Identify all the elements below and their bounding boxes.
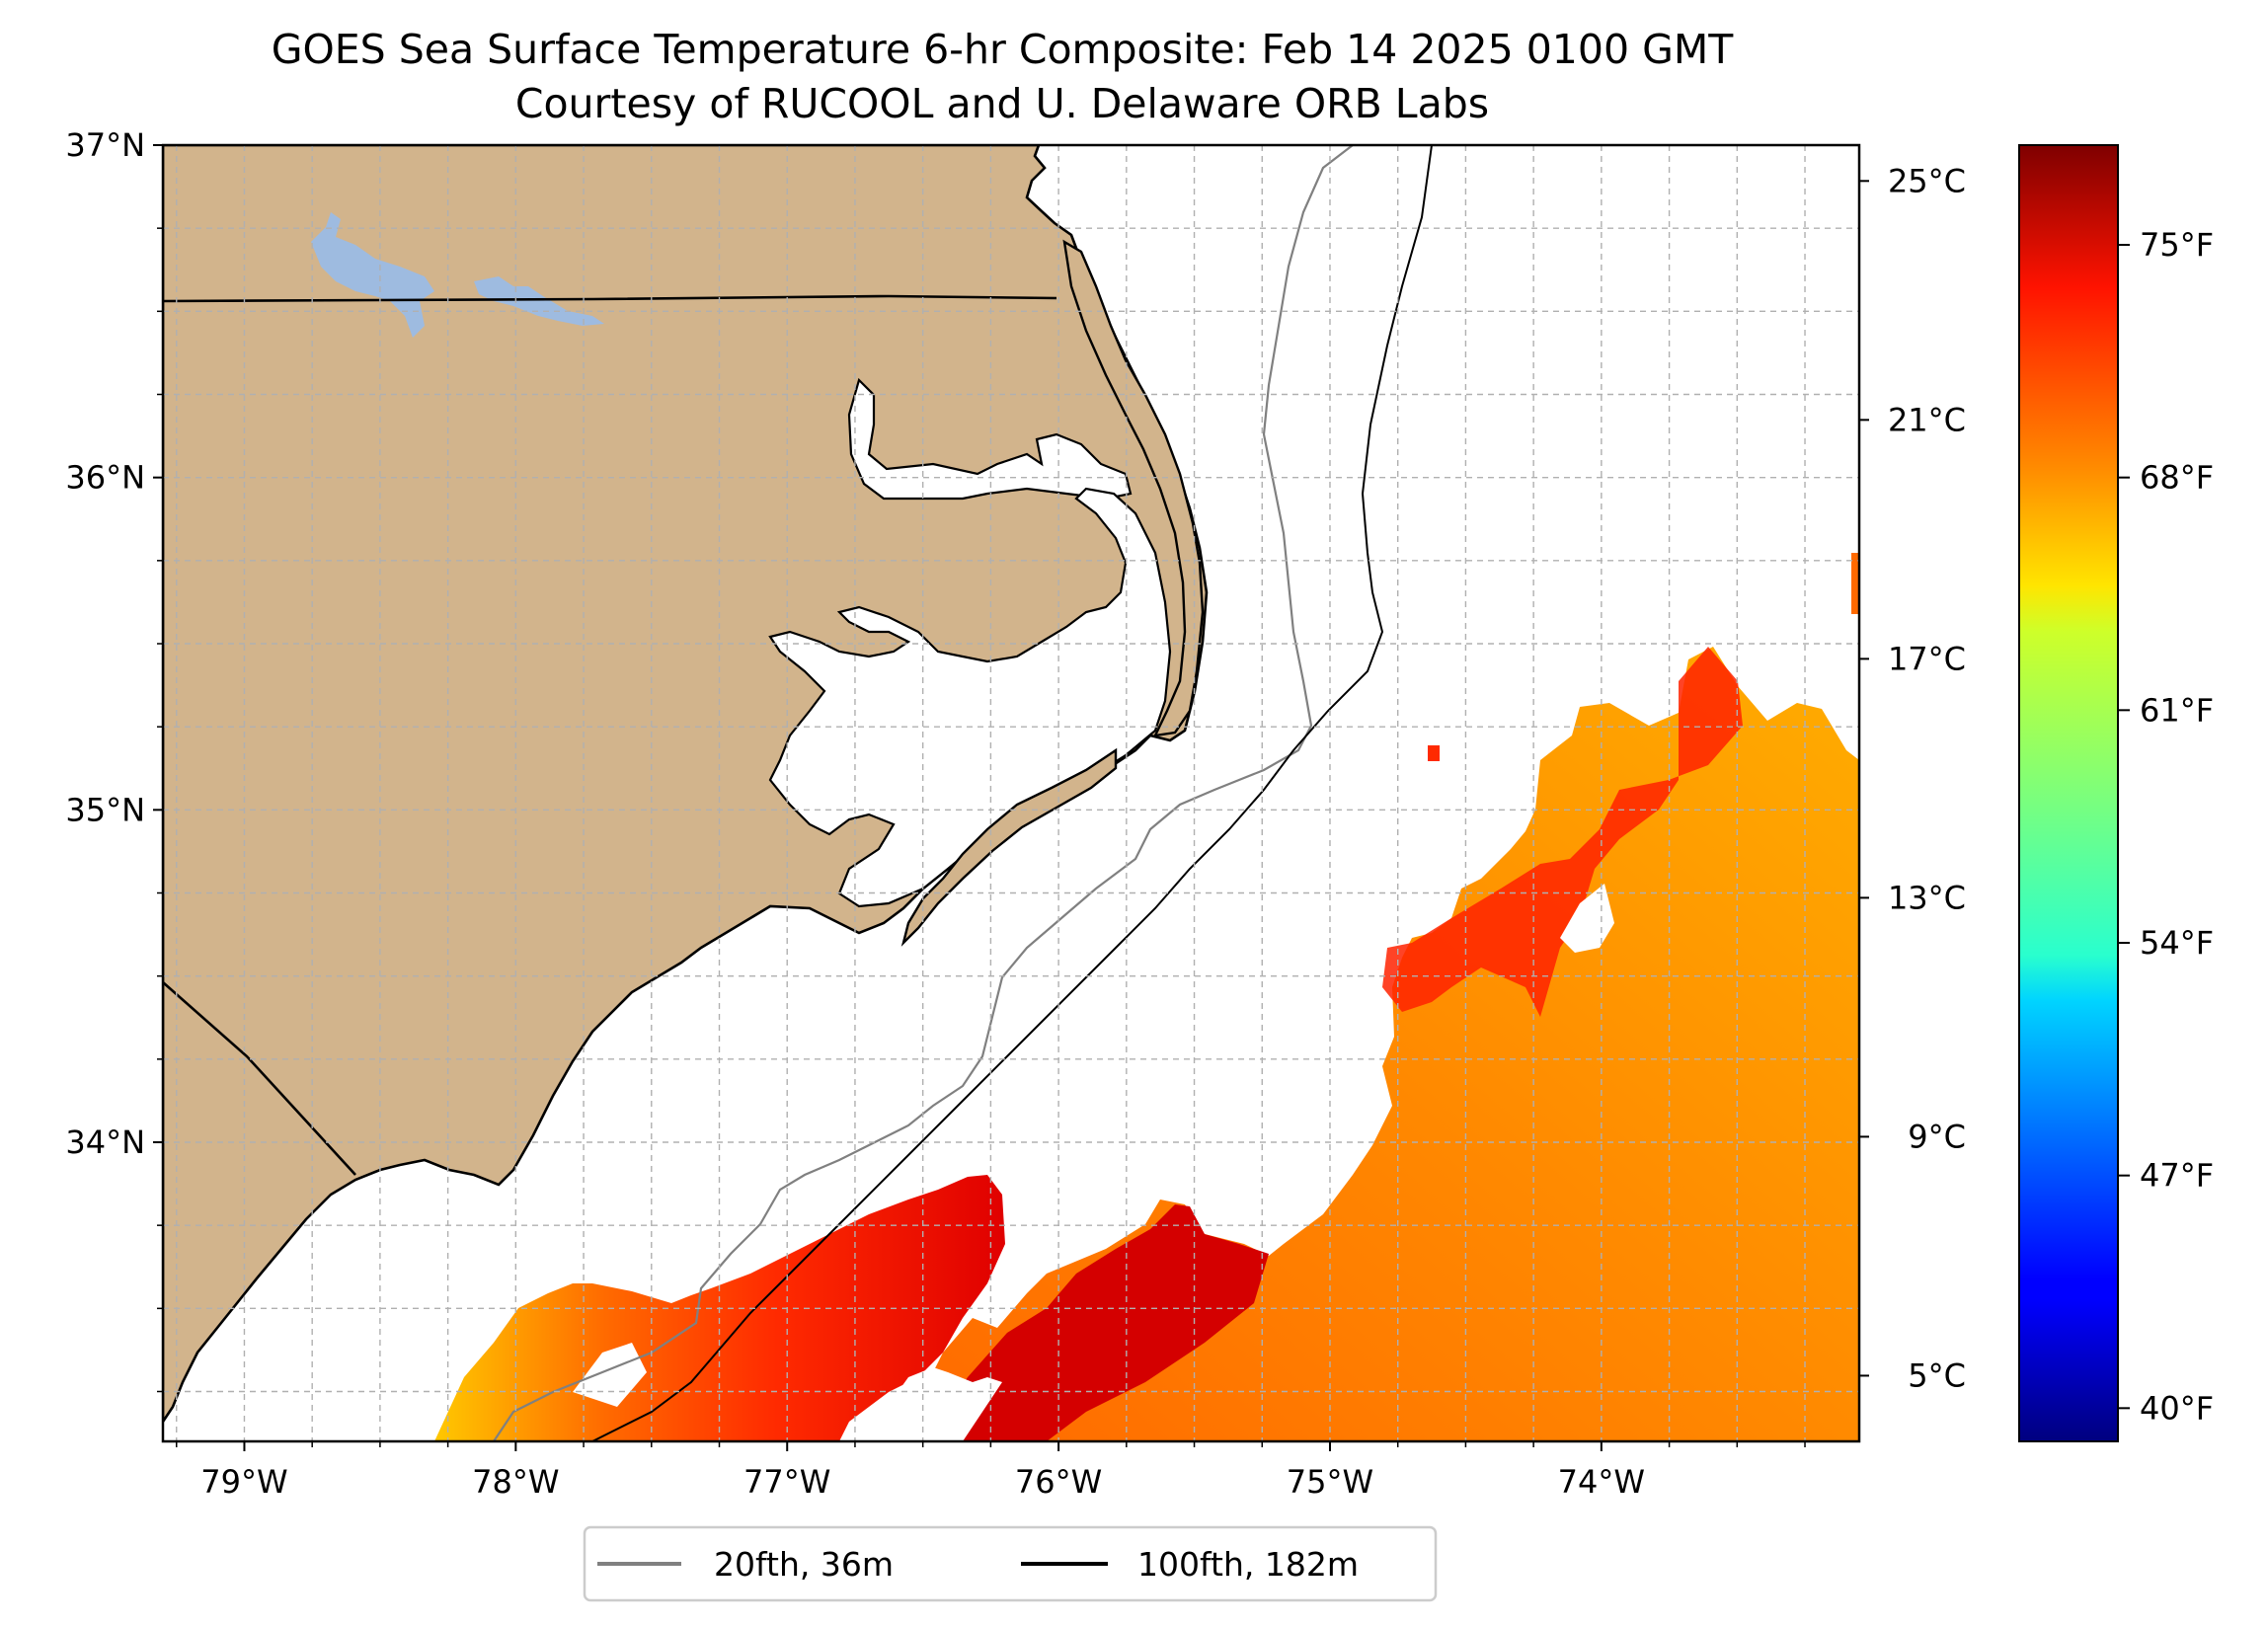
celsius-tick-label: 9°C	[1908, 1118, 1966, 1155]
sst-gap	[573, 1343, 647, 1407]
colorbar-tick-label: 68°F	[2140, 459, 2214, 497]
celsius-tick-label: 13°C	[1888, 879, 1966, 916]
lat-tick-labels: 37°N 36°N 35°N 34°N	[65, 126, 163, 1393]
celsius-tick-label: 21°C	[1888, 401, 1966, 438]
kerr-lake	[311, 212, 604, 338]
map-grid	[163, 145, 1859, 1441]
va-nc-border	[163, 294, 1057, 303]
celsius-axis: 25°C 21°C 17°C 13°C 9°C 5°C	[1859, 162, 1966, 1394]
celsius-tick-label: 25°C	[1888, 162, 1966, 199]
colorbar-ticks: 75°F 68°F 61°F 54°F 47°F 40°F	[2118, 226, 2214, 1427]
outer-banks-north	[1062, 239, 1205, 737]
lon-tick-label: 75°W	[1287, 1463, 1373, 1501]
colorbar-tick-label: 47°F	[2140, 1157, 2214, 1195]
colorbar	[2018, 144, 2119, 1442]
isobath-20fth	[493, 145, 1354, 1441]
legend: 20fth, 36m 100fth, 182m	[583, 1525, 1438, 1602]
celsius-tick-label: 5°C	[1908, 1356, 1966, 1394]
colorbar-tick-label: 40°F	[2140, 1389, 2214, 1427]
sst-region-south-deep	[923, 1204, 1269, 1441]
map-panel	[163, 145, 1859, 1441]
nc-sc-border	[163, 981, 356, 1176]
outer-banks-south	[900, 747, 1118, 947]
sst-patch-east-edge	[1851, 553, 1859, 614]
lon-tick-label: 74°W	[1558, 1463, 1645, 1501]
lat-tick-label: 37°N	[65, 126, 145, 164]
celsius-tick-label: 17°C	[1888, 640, 1966, 677]
legend-label-20fth: 20fth, 36m	[714, 1545, 894, 1584]
sst-gap	[1560, 884, 1614, 953]
lon-tick-label: 77°W	[743, 1463, 830, 1501]
title-line-1: GOES Sea Surface Temperature 6-hr Compos…	[272, 26, 1735, 73]
lat-tick-label: 36°N	[65, 459, 145, 497]
map-frame	[161, 143, 1861, 1443]
colorbar-tick-label: 75°F	[2140, 226, 2214, 264]
sst-gap	[864, 1367, 1002, 1441]
lat-tick-label: 35°N	[65, 791, 145, 828]
albemarle-sound	[847, 377, 1133, 501]
lon-tick-label: 79°W	[200, 1463, 287, 1501]
lon-tick-labels: 79°W 78°W 77°W 76°W 75°W 74°W	[175, 1441, 1806, 1501]
title-line-2: Courtesy of RUCOOL and U. Delaware ORB L…	[515, 80, 1489, 127]
lon-tick-label: 76°W	[1015, 1463, 1102, 1501]
legend-label-100fth: 100fth, 182m	[1137, 1545, 1359, 1584]
lat-tick-label: 34°N	[65, 1123, 145, 1161]
sst-patch-small	[1428, 745, 1440, 761]
colorbar-tick-label: 61°F	[2140, 691, 2214, 729]
legend-box	[583, 1525, 1438, 1602]
colorbar-tick-label: 54°F	[2140, 924, 2214, 962]
lon-tick-label: 78°W	[472, 1463, 559, 1501]
sst-region-red-band	[1382, 647, 1743, 1017]
